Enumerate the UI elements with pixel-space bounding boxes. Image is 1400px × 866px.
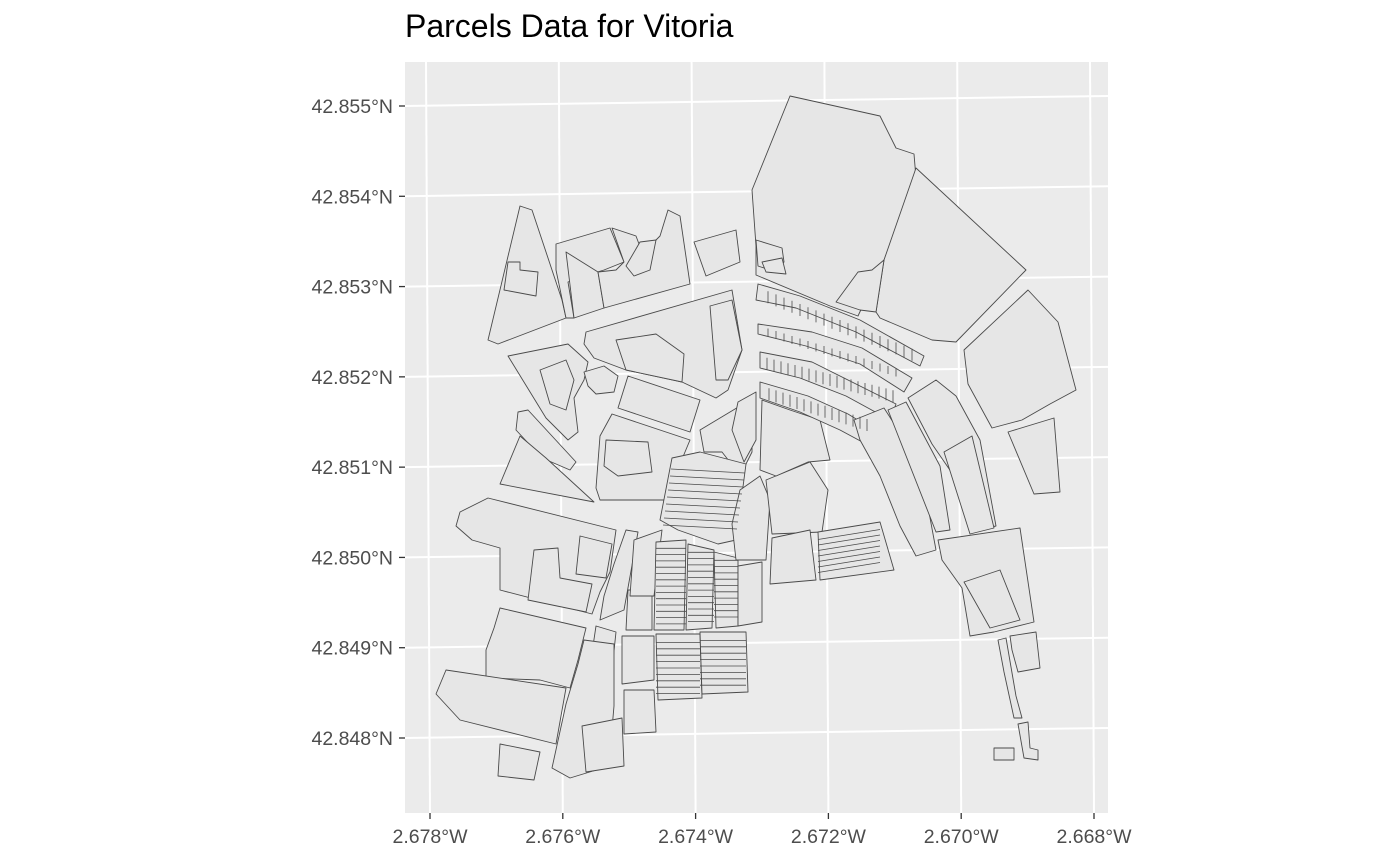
parcel: [599, 529, 639, 621]
parcel: [887, 401, 951, 533]
parcel: [699, 631, 749, 695]
parcel: [539, 359, 575, 411]
parcel: [515, 409, 577, 471]
parcel: [993, 747, 1015, 761]
parcel: [499, 435, 595, 503]
parcel: [761, 257, 787, 275]
longitude-tick-label: 2.668°W: [1056, 826, 1132, 848]
parcel: [581, 717, 625, 773]
parcel: [497, 743, 541, 781]
latitude-tick-label: 42.855°N: [311, 96, 393, 118]
parcel: [709, 299, 743, 381]
graticule-longitude-line: [425, 61, 431, 814]
parcel-subdivision: [666, 496, 742, 502]
parcel: [615, 333, 685, 383]
latitude-tick-label: 42.851°N: [311, 457, 393, 479]
parcel-subdivision-lines: [656, 291, 913, 694]
longitude-tick-label: 2.676°W: [525, 826, 601, 848]
parcel: [653, 539, 687, 631]
parcel: [435, 669, 567, 745]
parcel: [623, 689, 657, 735]
parcel: [835, 259, 885, 313]
parcel: [731, 475, 771, 561]
parcel-subdivision: [667, 489, 743, 495]
parcel-subdivision: [817, 540, 881, 551]
parcel-subdivision: [670, 468, 746, 474]
graticule-longitude-line: [1089, 61, 1095, 814]
parcel: [583, 365, 619, 395]
parcel-subdivision: [662, 524, 738, 530]
parcel-subdivision: [817, 551, 881, 562]
parcel: [617, 375, 701, 433]
parcel: [1007, 417, 1061, 495]
parcel: [625, 239, 657, 277]
latitude-tick-label: 42.852°N: [311, 367, 393, 389]
parcel-subdivision: [817, 534, 881, 546]
parcel-subdivision: [817, 545, 881, 557]
parcel-subdivision: [668, 482, 744, 488]
latitude-axis: 42.855°N 42.854°N 42.853°N 42.852°N 42.851°N…: [311, 96, 405, 750]
parcel: [737, 561, 763, 627]
longitude-tick-label: 2.672°W: [791, 826, 867, 848]
parcel: [817, 521, 895, 581]
latitude-tick-label: 42.854°N: [311, 186, 393, 208]
parcel: [685, 543, 715, 631]
graticule-latitude-line: [404, 95, 1109, 107]
latitude-tick-label: 42.849°N: [311, 638, 393, 660]
parcel: [485, 607, 587, 689]
graticule-latitude-line: [404, 727, 1109, 739]
latitude-tick-label: 42.853°N: [311, 277, 393, 299]
parcel-subdivision: [817, 562, 881, 573]
parcel-subdivision: [663, 517, 739, 523]
parcel: [527, 547, 593, 613]
longitude-tick-label: 2.670°W: [924, 826, 1000, 848]
parcel: [765, 461, 829, 535]
parcel-subdivision: [817, 529, 881, 540]
parcel: [769, 529, 817, 585]
longitude-axis: 2.678°W 2.676°W 2.674°W 2.672°W 2.670°W 2.668…: [392, 813, 1132, 848]
parcel: [693, 229, 741, 277]
parcel-subdivision: [665, 503, 741, 509]
parcel: [943, 435, 995, 535]
parcel: [575, 535, 613, 579]
parcel: [603, 439, 653, 477]
map-title: Parcels Data for Vitoria: [405, 8, 734, 44]
parcel: [759, 399, 831, 477]
parcel-subdivision: [817, 556, 881, 568]
latitude-tick-label: 42.850°N: [311, 547, 393, 569]
parcel: [757, 323, 913, 393]
parcel-subdivision: [664, 510, 740, 516]
parcel: [997, 637, 1023, 719]
parcel: [963, 569, 1021, 629]
parcel: [655, 633, 703, 701]
parcel: [1009, 631, 1041, 673]
parcel: [621, 635, 655, 685]
longitude-tick-label: 2.678°W: [392, 826, 468, 848]
parcel: [731, 391, 757, 463]
parcel: [629, 529, 663, 597]
parcel: [963, 289, 1077, 429]
parcel: [1017, 721, 1039, 761]
parcel-subdivision: [669, 475, 745, 481]
longitude-tick-label: 2.674°W: [658, 826, 734, 848]
parcel: [503, 261, 539, 297]
latitude-tick-label: 42.848°N: [311, 728, 393, 750]
